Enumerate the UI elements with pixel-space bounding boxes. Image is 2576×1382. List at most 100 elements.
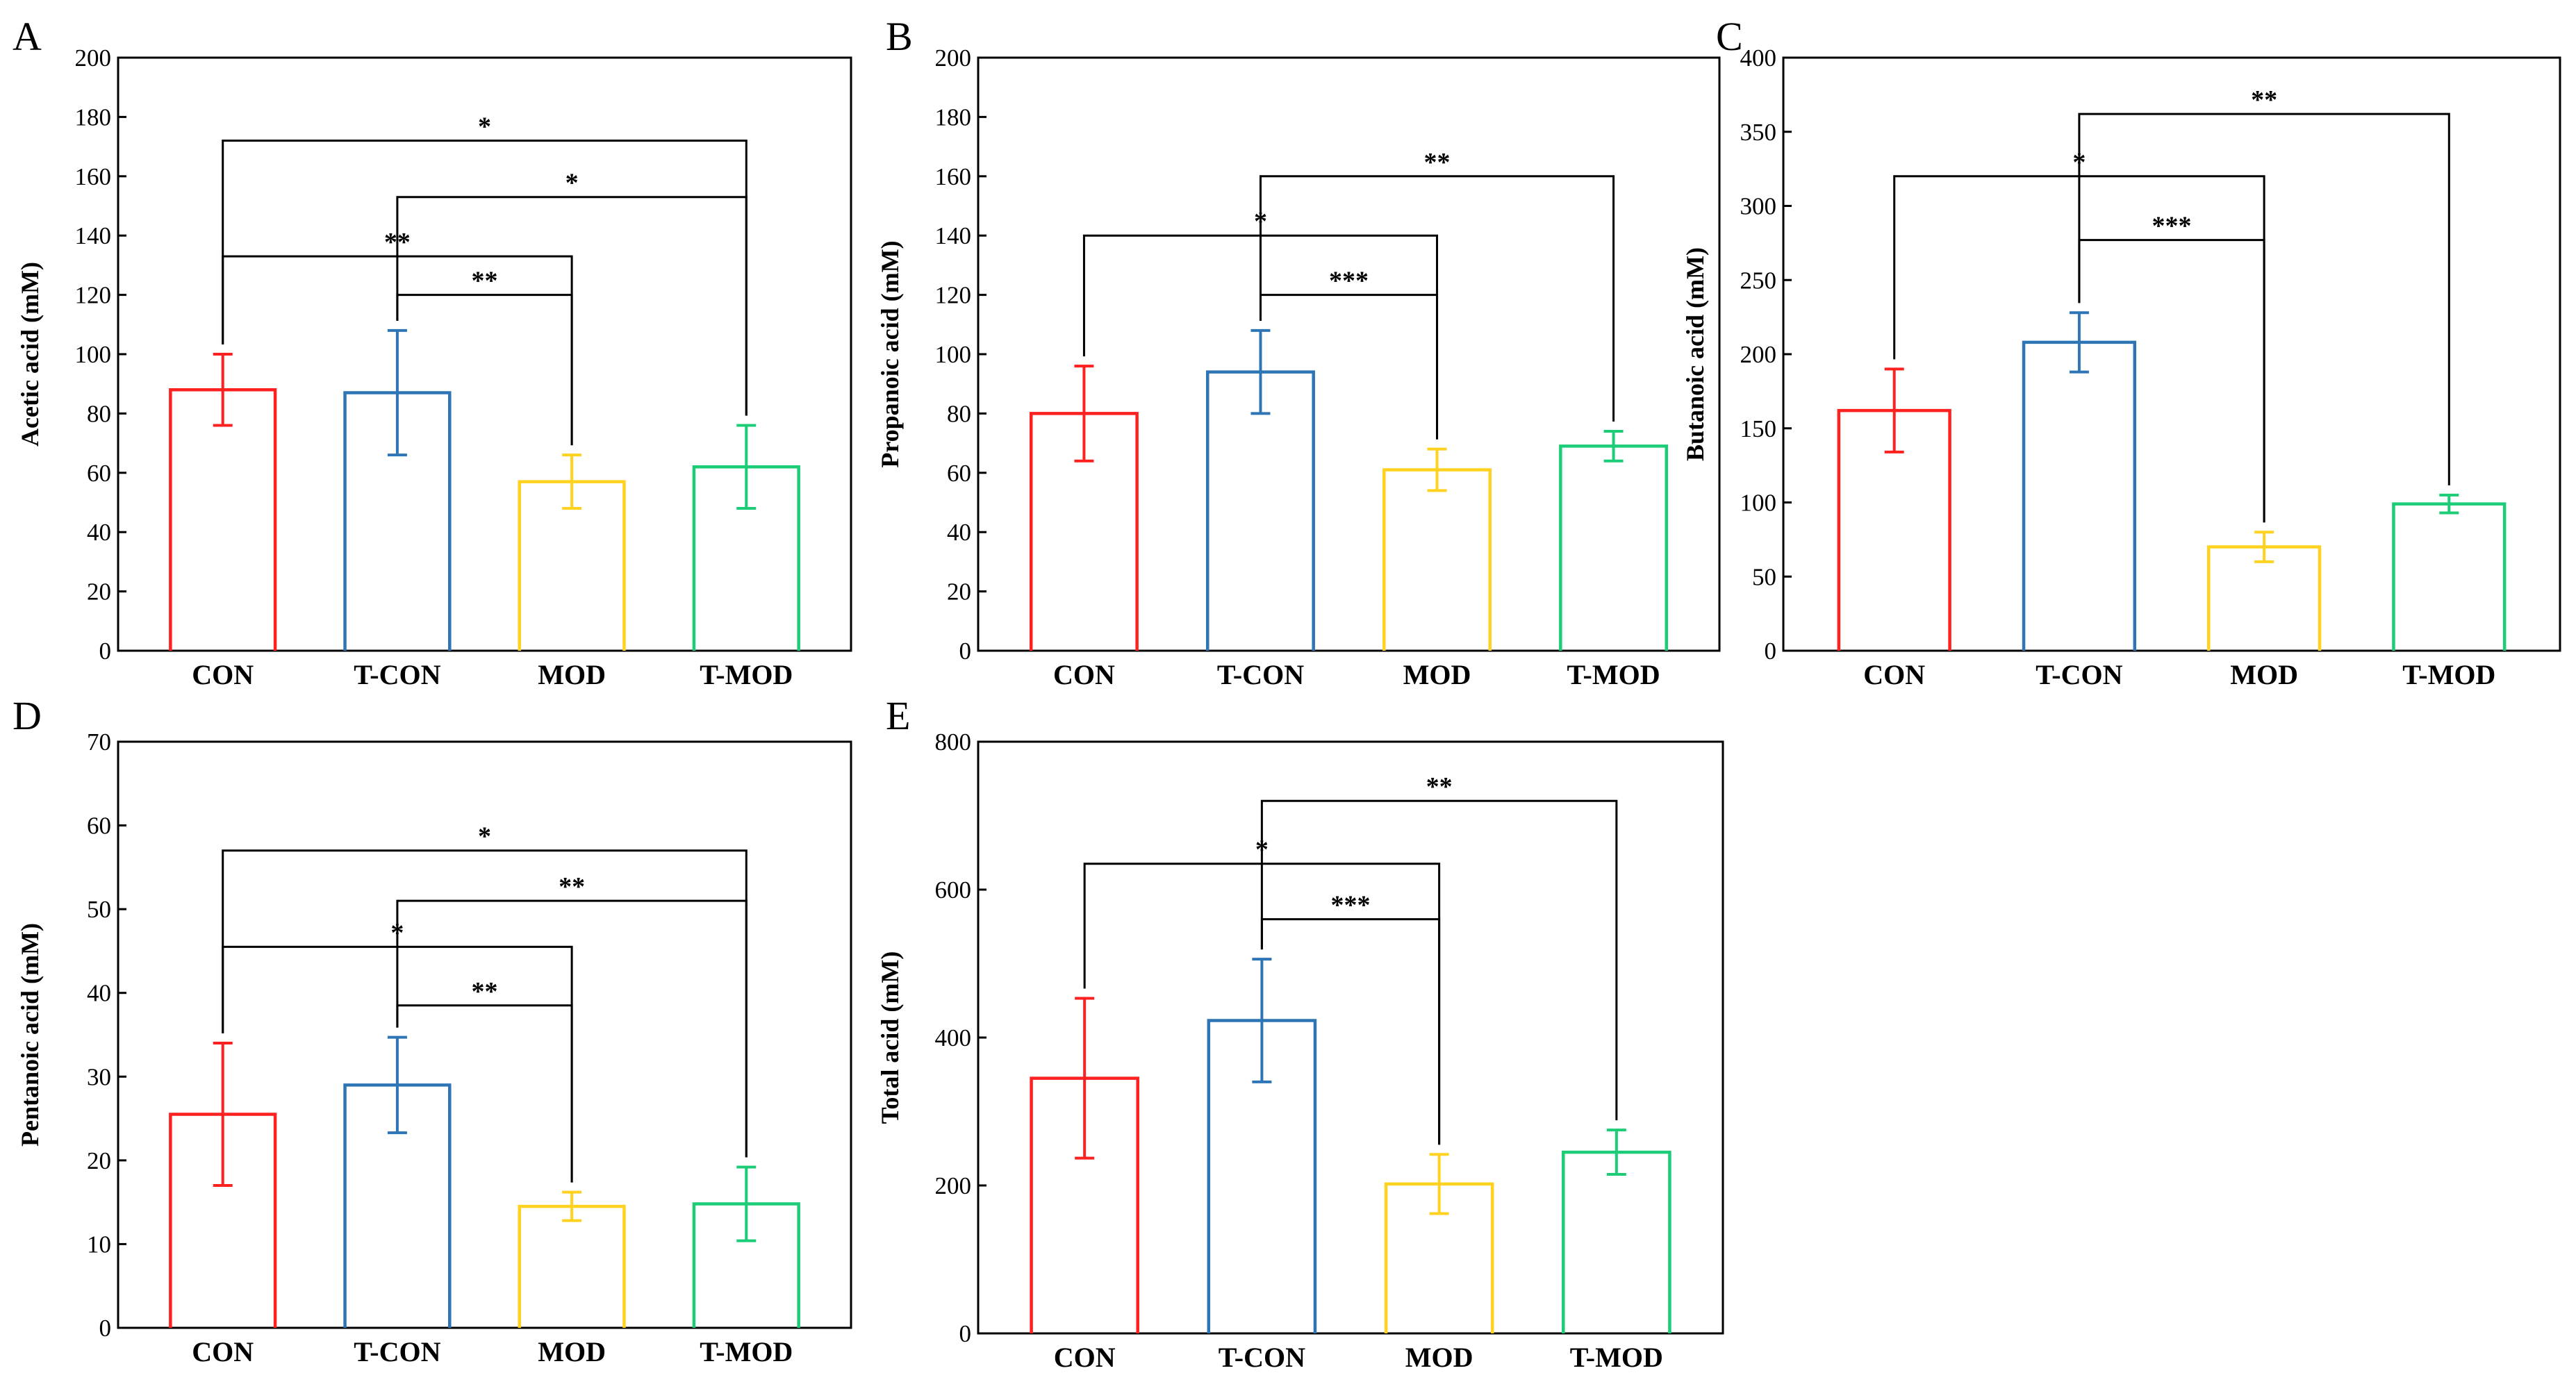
panel-A-category-label: CON (192, 659, 254, 690)
panel-E-significance-label: * (1255, 835, 1269, 865)
panel-A-significance-label: ** (384, 228, 411, 257)
panel-E-y-axis-title: Total acid (mM) (876, 951, 904, 1124)
panel-B-category-label: CON (1053, 659, 1115, 690)
panel-B-ytick-label: 180 (935, 103, 972, 131)
panel-A-ytick-label: 180 (75, 103, 112, 131)
panel-E-letter: E (886, 693, 910, 738)
panel-A-significance-bracket (396, 294, 573, 446)
panel-C-ytick-label: 300 (1740, 193, 1777, 220)
panel-C-ytick-label: 150 (1740, 415, 1777, 442)
panel-D-significance-bracket (396, 899, 748, 1158)
panel-E-significance-label: ** (1426, 772, 1453, 801)
panel-B-ytick-label: 40 (947, 519, 971, 546)
panel-D-significance-label: * (478, 822, 491, 851)
panel-E-significance-bracket (1260, 799, 1618, 1121)
panel-A-category-label: T-MOD (700, 659, 793, 690)
panel-A-significance-bracket (396, 196, 748, 416)
panel-A-ytick-label: 60 (87, 460, 111, 487)
panel-D-significance-bracket (396, 1004, 573, 1183)
panel-A-category-label: MOD (538, 659, 606, 690)
panel-C-significance-label: *** (2152, 212, 2192, 241)
panel-A-ytick-label: 160 (75, 163, 112, 190)
panel-C-ytick-label: 0 (1765, 638, 1777, 665)
panel-D-ytick-label: 70 (87, 729, 111, 756)
panel-B-ytick-label: 140 (935, 222, 972, 249)
panel-C-category-label: T-CON (2036, 659, 2122, 690)
panel-C-ytick-label: 400 (1740, 44, 1777, 72)
panel-D-significance-label: ** (472, 977, 498, 1006)
panel-C-category-label: CON (1863, 659, 1925, 690)
panel-B-significance-bracket (1259, 175, 1615, 422)
panel-E-significance-bracket (1260, 918, 1441, 1145)
panel-C-category-label: MOD (2230, 659, 2298, 690)
panel-A-ytick-label: 120 (75, 282, 112, 309)
panel-C-ytick-label: 350 (1740, 119, 1777, 146)
panel-B-ytick-label: 160 (935, 163, 972, 190)
panel-A-significance-label: * (565, 169, 579, 198)
panel-B-ytick-label: 80 (947, 400, 971, 427)
panel-D-ytick-label: 60 (87, 813, 111, 840)
panel-D-ytick-label: 10 (87, 1231, 111, 1258)
panel-D-y-axis-title: Pentanoic acid (mM) (16, 923, 44, 1147)
panel-A-ytick-label: 140 (75, 222, 112, 249)
panel-B-frame (977, 56, 1721, 652)
panel-C-significance-label: ** (2251, 85, 2277, 115)
panel-C-significance-bracket (2078, 113, 2450, 485)
panel-B-significance-label: ** (1424, 148, 1451, 177)
panel-B-category-label: T-CON (1217, 659, 1304, 690)
panel-B-significance-bracket (1259, 294, 1439, 440)
panel-A-bar-con (169, 388, 277, 651)
panel-B-category-label: MOD (1403, 659, 1471, 690)
panel-D-letter: D (13, 693, 42, 738)
panel-C-ytick-label: 100 (1740, 490, 1777, 517)
panel-A-ytick-label: 200 (75, 44, 112, 72)
panel-C-category-label: T-MOD (2402, 659, 2495, 690)
panel-D-ytick-label: 0 (99, 1315, 112, 1342)
panel-E-category-label: T-MOD (1570, 1342, 1663, 1373)
panel-B-y-axis-title: Propanoic acid (mM) (876, 240, 904, 467)
panel-D-significance-label: ** (559, 872, 585, 901)
panel-D-significance-label: * (390, 918, 404, 947)
panel-B-ytick-label: 120 (935, 282, 972, 309)
panel-B-ytick-label: 20 (947, 578, 971, 606)
panel-E-ytick-label: 400 (935, 1024, 972, 1051)
panel-A-ytick-label: 40 (87, 519, 111, 546)
panel-E-frame (977, 740, 1724, 1335)
panel-C-significance-bracket (2078, 239, 2265, 523)
panel-C-ytick-label: 50 (1752, 563, 1776, 590)
panel-B-significance-label: *** (1329, 267, 1369, 296)
panel-B-ytick-label: 100 (935, 341, 972, 368)
panel-D-bar-mod (518, 1204, 626, 1328)
panel-D-ytick-label: 30 (87, 1063, 111, 1090)
panel-A-significance-label: * (478, 113, 491, 142)
panel-C-letter: C (1716, 14, 1743, 59)
panel-A-ytick-label: 20 (87, 578, 111, 606)
panel-B-bar-mod (1382, 468, 1492, 651)
panel-D-category-label: MOD (538, 1336, 606, 1367)
panel-E-bar-t-mod (1562, 1150, 1671, 1333)
panel-D-ytick-label: 20 (87, 1147, 111, 1174)
panel-B-ytick-label: 200 (935, 44, 972, 72)
panel-D-ytick-label: 50 (87, 896, 111, 923)
panel-C-y-axis-title: Butanoic acid (mM) (1681, 247, 1709, 461)
panel-B-ytick-label: 0 (959, 638, 972, 665)
panel-B-category-label: T-MOD (1567, 659, 1660, 690)
panel-D-category-label: CON (192, 1336, 254, 1367)
panel-C-frame (1782, 56, 2561, 652)
panel-E-category-label: MOD (1405, 1342, 1473, 1373)
panel-A-letter: A (13, 14, 42, 59)
panel-D-ytick-label: 40 (87, 980, 111, 1007)
panel-E-category-label: T-CON (1219, 1342, 1305, 1373)
panel-A-ytick-label: 0 (99, 638, 112, 665)
panel-A-category-label: T-CON (354, 659, 440, 690)
panel-A-significance-label: ** (472, 267, 498, 296)
panel-C-significance-label: * (2072, 148, 2086, 177)
panel-B-letter: B (886, 14, 913, 59)
panel-E-ytick-label: 800 (935, 729, 972, 756)
panel-A-ytick-label: 80 (87, 400, 111, 427)
panel-B-bar-t-mod (1559, 444, 1669, 651)
panel-E-category-label: CON (1054, 1342, 1116, 1373)
panel-D-category-label: T-MOD (700, 1336, 793, 1367)
panel-E-significance-label: *** (1331, 891, 1371, 920)
